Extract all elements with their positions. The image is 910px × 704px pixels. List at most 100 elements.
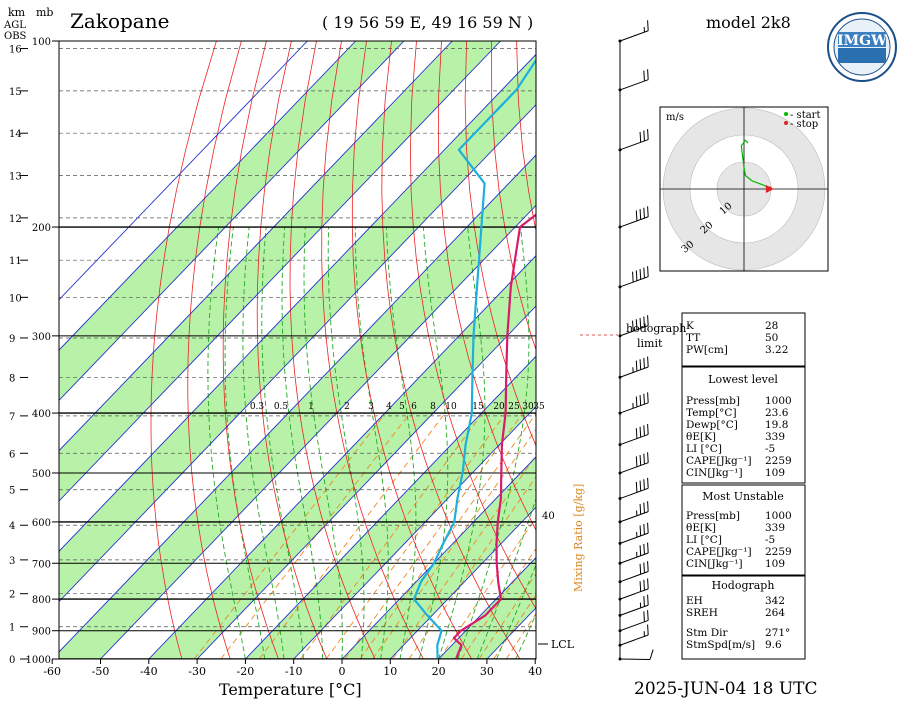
- temperature-tick-label: -30: [188, 665, 206, 678]
- hodograph-stats-row-value: 271°: [765, 627, 790, 639]
- index-top-label: PW[cm]: [686, 344, 728, 356]
- hodograph-stats-row-value: 342: [765, 595, 785, 607]
- imgw-logo: IMGW: [828, 13, 896, 81]
- dry-adiabat: [842, 41, 910, 672]
- most-unstable-row-label: θE[K]: [686, 522, 716, 534]
- height-tick-label: 15: [9, 87, 22, 98]
- temperature-tick-label: 40: [528, 665, 542, 678]
- index-top-value: 28: [765, 320, 778, 332]
- pressure-tick-label: 500: [32, 469, 51, 480]
- hodograph-stats-row-label: Stm Dir: [686, 627, 728, 639]
- mixing-ratio-label: 3: [368, 402, 374, 412]
- wind-barb: [619, 610, 649, 632]
- lcl-label: LCL: [551, 638, 575, 651]
- hodograph-unit-label: m/s: [666, 112, 684, 123]
- most-unstable-row-value: 1000: [765, 510, 792, 522]
- dry-adiabat: [792, 41, 910, 672]
- lowest-level-row-value: 23.6: [765, 407, 789, 419]
- lowest-level-row-value: 19.8: [765, 419, 788, 431]
- height-tick-label: 13: [9, 172, 22, 183]
- wind-barb: [619, 129, 649, 151]
- temperature-tick-label: 10: [383, 665, 397, 678]
- mixing-ratio-axis-title: Mixing Ratio [g/kg]: [572, 484, 585, 592]
- height-tick-label: 16: [9, 45, 22, 56]
- most-unstable-row-value: -5: [765, 534, 775, 546]
- hodograph-stats-row-label: EH: [686, 595, 703, 607]
- height-tick-label: 6: [9, 449, 15, 460]
- lowest-level-row-label: Temp[°C]: [686, 407, 737, 419]
- most-unstable-row-value: 109: [765, 558, 785, 570]
- height-tick-label: 5: [9, 486, 15, 497]
- lowest-level-row-label: Press[mb]: [686, 395, 740, 407]
- pressure-tick-label: 400: [32, 409, 51, 420]
- station-title: Zakopane: [70, 9, 169, 33]
- most-unstable-row-label: LI [°C]: [686, 534, 722, 546]
- hodograph-stats-row-label: StmSpd[m/s]: [686, 639, 755, 651]
- valid-datetime: 2025-JUN-04 18 UTC: [634, 679, 818, 699]
- lowest-level-row-value: 1000: [765, 395, 792, 407]
- temperature-tick-label: -10: [285, 665, 303, 678]
- mixing-ratio-label: 6: [411, 402, 417, 412]
- most-unstable-title: Most Unstable: [702, 490, 784, 503]
- height-tick-label: 0: [9, 655, 15, 666]
- hodograph-stop-point: [768, 186, 772, 190]
- most-unstable-row-value: 2259: [765, 546, 792, 558]
- wind-barb: [619, 266, 649, 288]
- index-top-label: TT: [686, 332, 700, 344]
- lowest-level-row-label: LI [°C]: [686, 443, 722, 455]
- dry-adiabat: [817, 41, 910, 672]
- legend-stop-dot: [784, 121, 788, 125]
- mixing-ratio-label: 20: [493, 402, 505, 412]
- height-tick-label: 3: [9, 556, 15, 567]
- mb-axis-label: mb: [36, 6, 53, 19]
- temperature-tick-label: -60: [43, 665, 61, 678]
- most-unstable-row-value: 339: [765, 522, 785, 534]
- height-tick-label: 1: [9, 623, 15, 634]
- most-unstable-row-label: CIN[Jkg⁻¹]: [686, 558, 743, 570]
- agl-label: AGL: [3, 20, 26, 31]
- pressure-tick-label: 300: [32, 332, 51, 343]
- mixing-ratio-label: 0.3: [250, 402, 265, 412]
- lowest-level-row-label: θE[K]: [686, 431, 716, 443]
- wind-barb: [619, 650, 654, 661]
- mixing-ratio-label: 1: [308, 402, 314, 412]
- dry-adiabat: [867, 41, 910, 672]
- lowest-level-row-label: Dewp[°C]: [686, 419, 738, 431]
- lowest-level-title: Lowest level: [708, 373, 778, 386]
- lowest-level-row-value: 2259: [765, 455, 792, 467]
- height-tick-label: 9: [9, 334, 15, 345]
- mixing-ratio-label: 0.5: [274, 402, 289, 412]
- wind-barb: [619, 69, 649, 91]
- hodograph-stats-row-value: 264: [765, 607, 785, 619]
- hodograph-stats-title: Hodograph: [712, 579, 775, 592]
- hodograph-limit-label-1: hodograph: [626, 322, 686, 335]
- wind-barb: [619, 501, 649, 523]
- mixing-ratio-label: 2: [344, 402, 350, 412]
- wind-barb: [619, 478, 649, 500]
- lowest-level-row-label: CAPE[Jkg⁻¹]: [686, 455, 752, 467]
- station-coords: ( 19 56 59 E, 49 16 59 N ): [322, 13, 533, 32]
- pressure-tick-label: 900: [32, 627, 51, 638]
- most-unstable-row-label: CAPE[Jkg⁻¹]: [686, 546, 752, 558]
- legend-stop-label: - stop: [790, 119, 818, 130]
- temperature-axis-title: Temperature [°C]: [219, 680, 362, 699]
- pressure-tick-label: 600: [32, 518, 51, 529]
- temperature-tick-label: 20: [432, 665, 446, 678]
- logo-text: IMGW: [837, 33, 887, 49]
- wind-barb: [619, 424, 649, 446]
- pressure-tick-label: 100: [32, 37, 51, 48]
- wind-barb: [619, 20, 649, 42]
- mixing-ratio-label: 25: [508, 402, 520, 412]
- height-tick-label: 11: [9, 256, 22, 267]
- index-top-value: 3.22: [765, 344, 788, 356]
- legend-start-dot: [784, 112, 788, 116]
- height-tick-label: 7: [9, 412, 15, 423]
- wind-barb: [619, 452, 649, 474]
- lowest-level-row-value: 109: [765, 467, 785, 479]
- temperature-tick-label: -40: [140, 665, 158, 678]
- pressure-tick-label: 700: [32, 559, 51, 570]
- mixing-ratio-label: 4: [386, 402, 392, 412]
- mixing-ratio-label: 30: [522, 402, 534, 412]
